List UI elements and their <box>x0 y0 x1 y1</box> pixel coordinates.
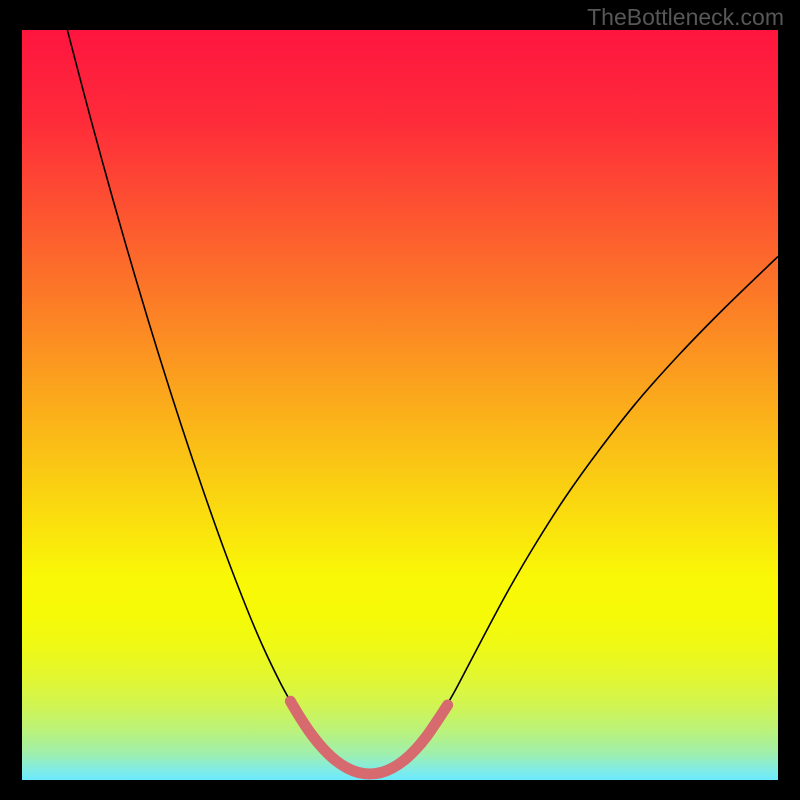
plot-background <box>22 30 778 780</box>
bottleneck-chart <box>0 0 800 800</box>
chart-container: TheBottleneck.com <box>0 0 800 800</box>
